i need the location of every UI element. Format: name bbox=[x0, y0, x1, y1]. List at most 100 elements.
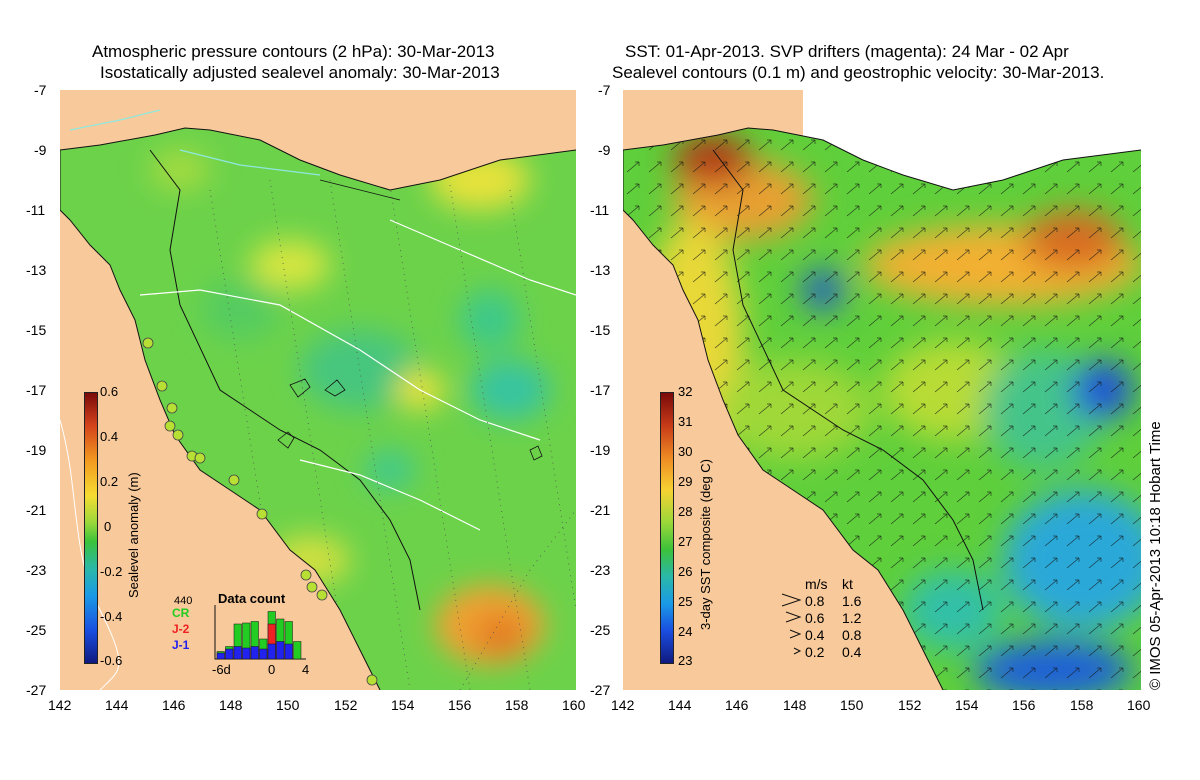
left-y-tick: -23 bbox=[26, 562, 47, 578]
left-y-tick: -25 bbox=[26, 622, 47, 638]
left-y-tick: -13 bbox=[26, 262, 47, 278]
right-y-tick: -7 bbox=[598, 82, 611, 98]
sst-colorbar-tick: 30 bbox=[678, 444, 693, 459]
left-y-tick: -9 bbox=[34, 142, 47, 158]
left-title-line2: Isostatically adjusted sealevel anomaly:… bbox=[100, 63, 500, 82]
left-x-tick: 160 bbox=[562, 697, 586, 713]
sst-colorbar-tick: 23 bbox=[678, 653, 693, 668]
right-x-tick: 152 bbox=[898, 697, 922, 713]
sealevel-colorbar bbox=[84, 392, 98, 664]
velocity-legend-kt: 1.6 bbox=[842, 593, 862, 609]
velocity-legend-ms: 0.8 bbox=[805, 593, 825, 609]
right-title-line2: Sealevel contours (0.1 m) and geostrophi… bbox=[612, 63, 1105, 82]
sealevel-colorbar-tick: 0.4 bbox=[100, 429, 119, 444]
sealevel-colorbar-tick: -0.2 bbox=[100, 564, 123, 579]
left-x-tick: 150 bbox=[276, 697, 300, 713]
sealevel-colorbar-tick: 0.2 bbox=[100, 474, 119, 489]
sst-colorbar bbox=[660, 392, 674, 664]
velocity-legend-ms: 0.2 bbox=[805, 644, 825, 660]
right-x-tick: 154 bbox=[955, 697, 979, 713]
left-x-tick: 144 bbox=[105, 697, 129, 713]
data-count-legend-j1: J-1 bbox=[172, 638, 190, 652]
right-x-tick: 146 bbox=[725, 697, 749, 713]
data-count-title: Data count bbox=[218, 591, 286, 606]
right-y-tick: -19 bbox=[590, 442, 611, 458]
left-y-tick: -17 bbox=[26, 382, 47, 398]
data-count-bar-blue bbox=[250, 646, 259, 660]
sealevel-colorbar-label: Sealevel anomaly (m) bbox=[126, 472, 141, 598]
sealevel-anomaly-map[interactable] bbox=[60, 90, 576, 690]
sst-colorbar-tick: 28 bbox=[678, 504, 693, 519]
right-title-line1: SST: 01-Apr-2013. SVP drifters (magenta)… bbox=[625, 42, 1069, 61]
data-count-bar-blue bbox=[267, 643, 276, 660]
right-x-tick: 144 bbox=[668, 697, 692, 713]
right-x-tick: 148 bbox=[783, 697, 807, 713]
sealevel-colorbar-tick: 0 bbox=[104, 519, 112, 534]
data-count-bar-blue bbox=[242, 647, 251, 660]
data-count-bar-blue bbox=[233, 646, 242, 660]
sst-map[interactable] bbox=[623, 90, 1141, 690]
sst-colorbar-tick: 27 bbox=[678, 534, 693, 549]
data-count-legend-j2: J-2 bbox=[172, 622, 190, 636]
sst-colorbar-label: 3-day SST composite (deg C) bbox=[698, 459, 713, 630]
velocity-legend-kt: 1.2 bbox=[842, 610, 862, 626]
data-count-x-label: 4 bbox=[302, 662, 310, 677]
imos-credit: © IMOS 05-Apr-2013 10:18 Hobart Time bbox=[1147, 421, 1164, 690]
left-x-tick: 154 bbox=[391, 697, 415, 713]
right-y-tick: -13 bbox=[590, 262, 611, 278]
sst-colorbar-tick: 29 bbox=[678, 474, 693, 489]
velocity-legend-ms: 0.4 bbox=[805, 627, 825, 643]
data-count-bar-blue bbox=[216, 652, 225, 660]
left-x-tick: 142 bbox=[48, 697, 72, 713]
velocity-legend-header-ms: m/s bbox=[805, 576, 828, 592]
sealevel-colorbar-tick: -0.6 bbox=[100, 653, 123, 668]
velocity-legend-ms: 0.6 bbox=[805, 610, 825, 626]
velocity-legend-kt: 0.4 bbox=[842, 644, 862, 660]
left-y-tick: -21 bbox=[26, 502, 47, 518]
left-y-tick: -19 bbox=[26, 442, 47, 458]
left-y-tick: -11 bbox=[26, 202, 46, 218]
left-x-tick: 152 bbox=[334, 697, 358, 713]
sst-colorbar-tick: 24 bbox=[678, 624, 693, 639]
right-x-tick: 150 bbox=[840, 697, 864, 713]
data-count-x-label: 0 bbox=[268, 662, 276, 677]
sst-colorbar-tick: 26 bbox=[678, 564, 693, 579]
right-x-tick: 158 bbox=[1070, 697, 1094, 713]
left-x-tick: 148 bbox=[219, 697, 243, 713]
left-x-tick: 156 bbox=[448, 697, 472, 713]
velocity-legend-kt: 0.8 bbox=[842, 627, 862, 643]
left-x-tick: 158 bbox=[505, 697, 529, 713]
left-y-tick: -15 bbox=[26, 322, 47, 338]
sealevel-colorbar-tick: -0.4 bbox=[100, 609, 123, 624]
right-y-tick: -25 bbox=[590, 622, 611, 638]
data-count-bar-green bbox=[293, 641, 302, 660]
right-y-tick: -11 bbox=[590, 202, 610, 218]
velocity-legend-arrows bbox=[781, 593, 802, 655]
right-y-tick: -21 bbox=[590, 502, 611, 518]
right-y-tick: -17 bbox=[590, 382, 611, 398]
right-y-tick: -23 bbox=[590, 562, 611, 578]
data-count-bar-blue bbox=[276, 641, 285, 660]
sst-colorbar-tick: 25 bbox=[678, 594, 693, 609]
data-count-chart bbox=[214, 605, 306, 660]
sst-colorbar-tick: 31 bbox=[678, 414, 693, 429]
data-count-x-label: -6d bbox=[212, 662, 231, 677]
left-x-tick: 146 bbox=[162, 697, 186, 713]
data-count-bar-blue bbox=[284, 643, 293, 660]
data-count-legend-cr: CR bbox=[172, 606, 190, 620]
right-y-tick: -27 bbox=[590, 682, 611, 698]
sst-colorbar-tick: 32 bbox=[678, 384, 693, 399]
right-x-tick: 142 bbox=[611, 697, 635, 713]
velocity-legend-header-kt: kt bbox=[842, 576, 853, 592]
data-count-max: 440 bbox=[174, 595, 193, 607]
sealevel-colorbar-tick: 0.6 bbox=[100, 384, 119, 399]
right-y-tick: -9 bbox=[598, 142, 611, 158]
right-y-tick: -15 bbox=[590, 322, 611, 338]
data-count-bar-blue bbox=[225, 648, 234, 660]
left-y-tick: -7 bbox=[34, 82, 47, 98]
left-title-line1: Atmospheric pressure contours (2 hPa): 3… bbox=[92, 42, 495, 61]
left-y-tick: -27 bbox=[26, 682, 47, 698]
right-x-tick: 160 bbox=[1127, 697, 1151, 713]
data-count-bar-blue bbox=[259, 648, 268, 660]
right-x-tick: 156 bbox=[1012, 697, 1036, 713]
